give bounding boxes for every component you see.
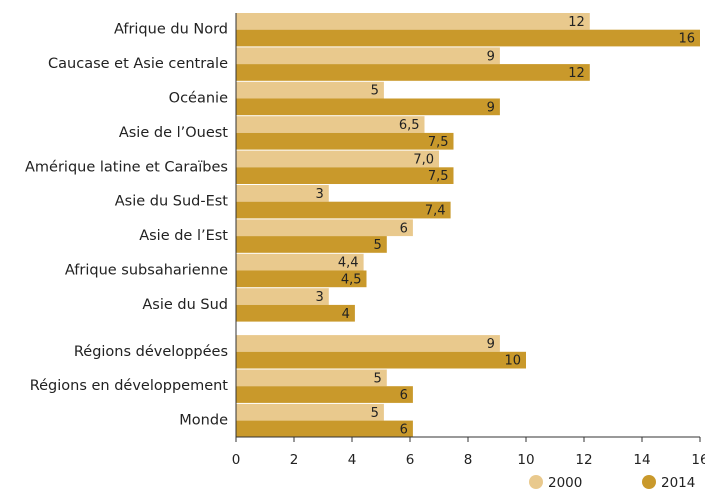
bar [236,201,451,219]
bar [236,98,500,116]
bar [236,29,700,47]
bar [236,167,454,184]
bar [236,386,413,403]
x-tick-label: 8 [464,452,473,468]
value-label: 6 [400,388,408,403]
legend-label: 2000 [548,475,582,491]
value-label: 7,5 [428,169,449,184]
legend-label: 2014 [661,475,695,491]
bar [236,219,413,237]
bar [236,47,500,65]
value-label: 9 [487,100,495,115]
bar [236,185,329,202]
value-label: 5 [371,84,379,99]
x-tick-label: 6 [406,452,415,468]
bar [236,420,413,438]
bar [236,132,454,150]
x-tick-label: 12 [575,452,592,468]
value-label: 4,5 [341,272,362,287]
value-label: 16 [678,32,695,47]
x-tick-label: 2 [290,452,299,468]
category-label: Monde [179,413,228,429]
value-label: 6,5 [399,118,420,133]
x-tick-label: 0 [232,452,241,468]
value-label: 12 [568,66,585,81]
bar [236,335,500,352]
category-label: Asie du Sud [142,297,228,313]
bar [236,270,367,288]
category-label: Asie du Sud-Est [115,194,229,210]
value-label: 12 [568,15,585,30]
bar [236,304,355,322]
bar [236,288,329,305]
value-label: 10 [504,354,521,369]
x-tick-label: 4 [348,452,357,468]
x-tick-label: 14 [633,452,650,468]
value-label: 5 [371,406,379,421]
legend-swatch [642,475,656,489]
value-label: 6 [400,422,408,437]
bar [236,13,590,30]
category-label: Afrique subsaharienne [65,263,228,279]
bar [236,116,425,133]
value-label: 9 [487,49,495,64]
category-label: Océanie [169,91,228,107]
value-label: 7,0 [413,152,434,167]
category-label: Caucase et Asie centrale [48,56,228,72]
value-label: 3 [316,187,324,202]
value-label: 4,4 [338,256,359,271]
value-label: 4 [342,307,350,322]
bar [236,236,387,253]
category-label: Régions développées [74,344,228,360]
bar [236,81,384,99]
category-label: Afrique du Nord [114,22,228,38]
value-label: 7,4 [425,204,446,219]
category-label: Amérique latine et Caraïbes [25,159,228,175]
value-label: 7,5 [428,135,449,150]
category-label: Régions en développement [30,378,229,394]
bar [236,253,364,271]
bar [236,403,384,421]
value-label: 5 [374,238,382,253]
legend-swatch [529,475,543,489]
bar [236,64,590,81]
bar [236,369,387,387]
value-label: 6 [400,221,408,236]
x-tick-label: 16 [691,452,705,468]
value-label: 9 [487,337,495,352]
bar [236,150,439,168]
value-label: 3 [316,290,324,305]
x-tick-label: 10 [517,452,534,468]
category-label: Asie de l’Est [139,228,228,244]
value-label: 5 [374,371,382,386]
category-label: Asie de l’Ouest [119,125,228,141]
bar [236,351,526,369]
